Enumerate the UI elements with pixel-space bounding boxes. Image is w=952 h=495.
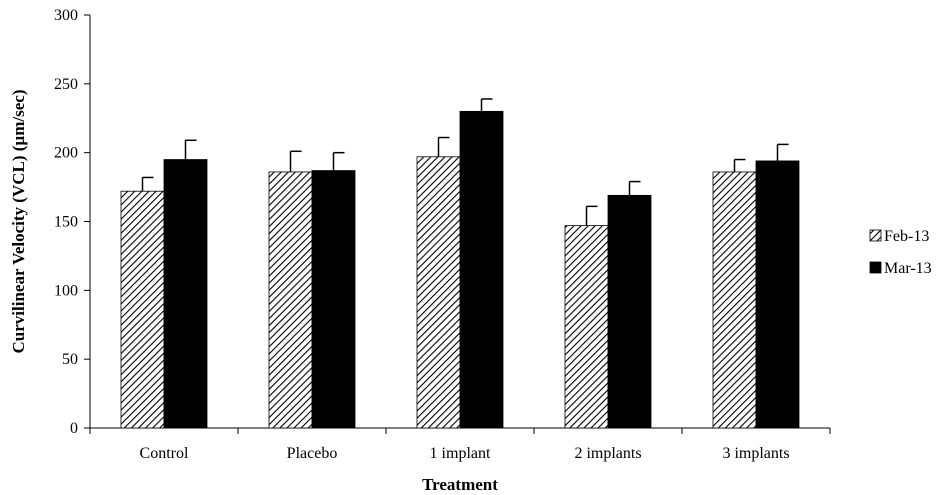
bar-feb-13 bbox=[120, 190, 165, 429]
x-category-label: 3 implants bbox=[722, 445, 789, 462]
y-axis-title: Curvilinear Velocity (VCL) (µm/sec) bbox=[9, 90, 28, 354]
y-tick-label: 200 bbox=[54, 145, 78, 162]
y-tick-label: 250 bbox=[54, 76, 78, 93]
x-category-label: 2 implants bbox=[574, 445, 641, 462]
x-axis: Control Placebo 1 implant 2 implants 3 impla… bbox=[89, 427, 831, 462]
legend-swatch bbox=[869, 229, 882, 242]
error-bars bbox=[141, 98, 789, 226]
bar-feb-13 bbox=[564, 225, 609, 429]
legend-label: Feb-13 bbox=[884, 228, 929, 245]
bar-mar-13 bbox=[459, 110, 504, 429]
legend-swatch bbox=[869, 261, 882, 274]
x-axis-title: Treatment bbox=[422, 475, 498, 494]
bar-mar-13 bbox=[755, 160, 800, 429]
y-tick-label: 300 bbox=[54, 7, 78, 24]
bar-mar-13 bbox=[607, 194, 652, 429]
y-tick-label: 100 bbox=[54, 282, 78, 299]
bar-mar-13 bbox=[163, 159, 208, 429]
y-tick-label: 50 bbox=[62, 351, 78, 368]
bar-feb-13 bbox=[268, 171, 313, 429]
bar-mar-13 bbox=[311, 170, 356, 429]
x-category-label: Placebo bbox=[287, 445, 338, 462]
x-category-label: Control bbox=[140, 445, 189, 462]
y-tick-label: 150 bbox=[54, 214, 78, 231]
legend: Feb-13 Mar-13 bbox=[869, 228, 932, 277]
bar-feb-13 bbox=[712, 171, 757, 429]
bars bbox=[120, 110, 800, 429]
y-axis: 0 50 100 150 200 250 300 bbox=[54, 7, 91, 437]
y-tick-label: 0 bbox=[70, 420, 78, 437]
legend-label: Mar-13 bbox=[884, 260, 932, 277]
x-category-label: 1 implant bbox=[430, 445, 491, 462]
bar-feb-13 bbox=[416, 156, 461, 429]
